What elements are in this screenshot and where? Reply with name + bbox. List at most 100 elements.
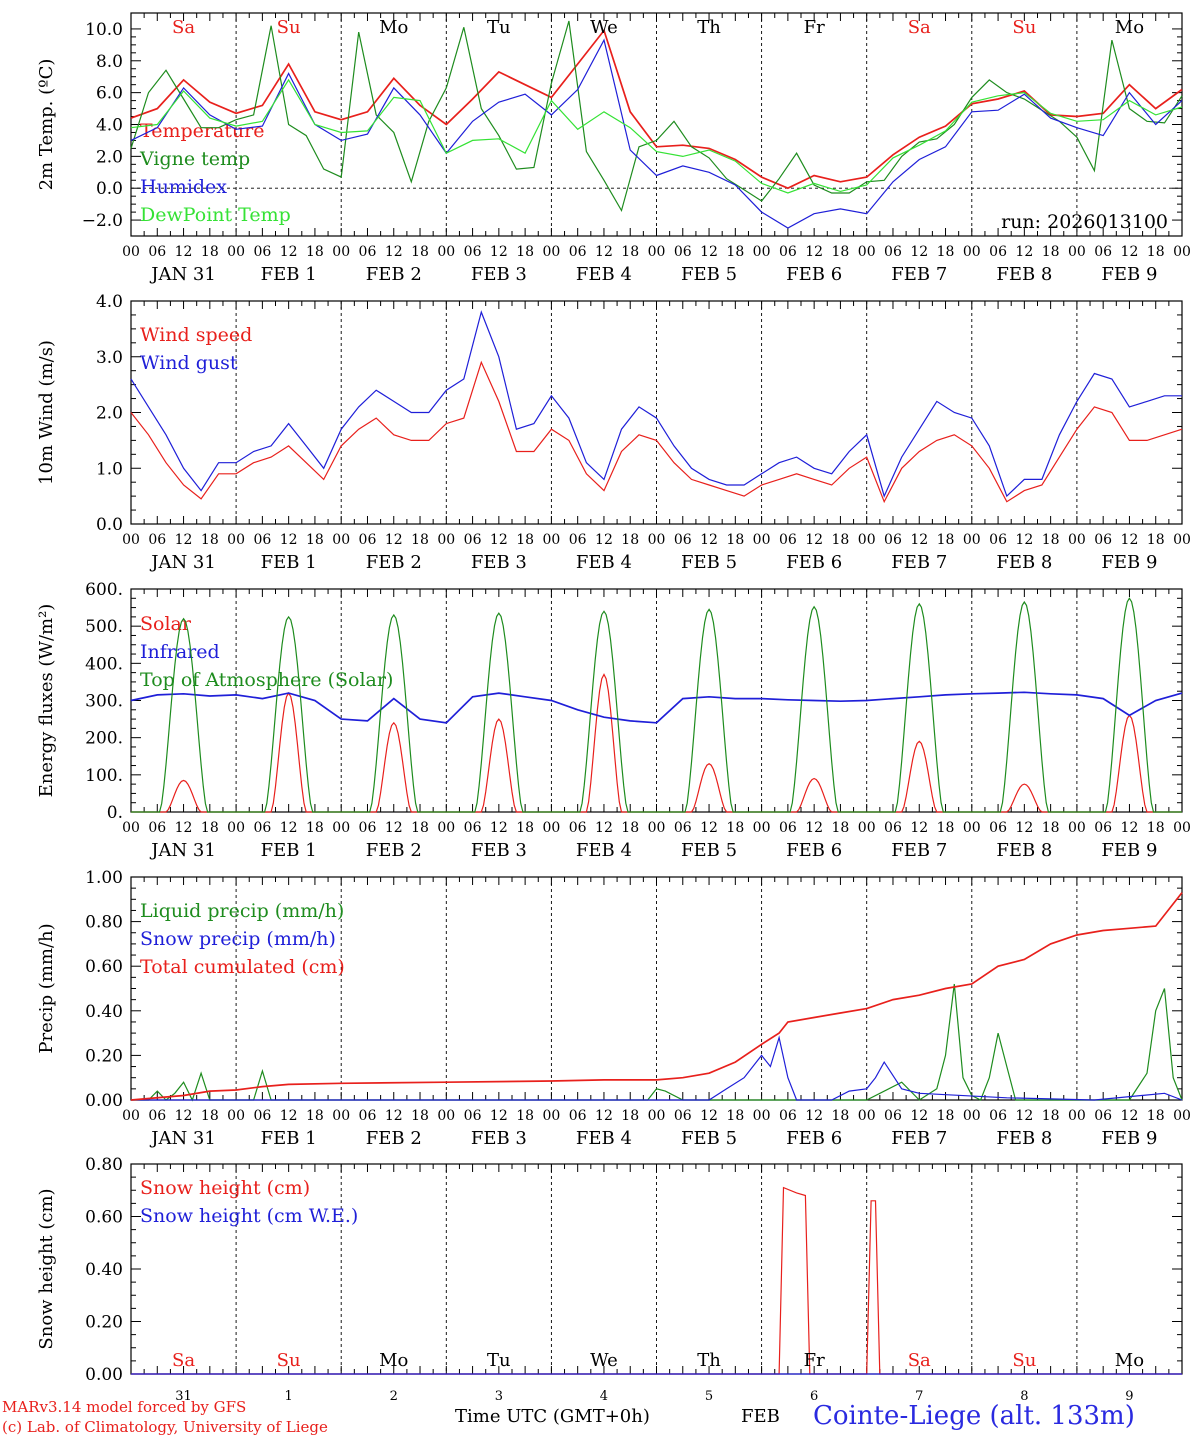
snow-day-name: Su [277, 1350, 301, 1371]
wind-hour-label: 00 [858, 532, 876, 548]
energy-date-label: FEB 4 [576, 840, 632, 861]
energy-hour-label: 00 [332, 820, 350, 836]
wind-date-label: FEB 9 [1101, 552, 1157, 573]
energy-ytick-label: 200. [85, 729, 123, 749]
temp-hour-label: 12 [490, 244, 508, 260]
wind-date-label: FEB 2 [366, 552, 422, 573]
precip-hour-label: 06 [989, 1108, 1007, 1124]
snow-ytick-label: 0.80 [85, 1155, 123, 1175]
energy-hour-label: 12 [595, 820, 613, 836]
temp-hour-label: 00 [542, 244, 560, 260]
temp-day-name: Fr [804, 17, 825, 38]
precip-hour-label: 00 [753, 1108, 771, 1124]
wind-hour-label: 06 [253, 532, 271, 548]
temp-ytick-label: 6.0 [96, 84, 123, 104]
energy-hour-label: 06 [253, 820, 271, 836]
wind-ylabel: 10m Wind (m/s) [36, 340, 57, 485]
energy-hour-label: 00 [753, 820, 771, 836]
energy-hour-label: 18 [411, 820, 429, 836]
temp-hour-label: 06 [779, 244, 797, 260]
precip-hour-label: 18 [621, 1108, 639, 1124]
snow-day-number: 9 [1125, 1389, 1133, 1404]
temp-hour-label: 06 [674, 244, 692, 260]
temp-hour-label: 06 [884, 244, 902, 260]
temp-legend-entry: Vigne temp [139, 148, 250, 170]
temp-hour-label: 18 [832, 244, 850, 260]
energy-hour-label: 00 [648, 820, 666, 836]
wind-hour-label: 18 [411, 532, 429, 548]
wind-date-label: JAN 31 [149, 552, 216, 573]
energy-hour-label: 12 [280, 820, 298, 836]
energy-hour-label: 18 [1147, 820, 1165, 836]
precip-legend-entry: Liquid precip (mm/h) [140, 900, 344, 922]
energy-hour-label: 00 [858, 820, 876, 836]
wind-hour-label: 00 [1068, 532, 1086, 548]
precip-date-label: FEB 6 [786, 1128, 842, 1149]
precip-hour-label: 00 [1068, 1108, 1086, 1124]
precip-hour-label: 12 [595, 1108, 613, 1124]
energy-hour-label: 06 [989, 820, 1007, 836]
wind-legend-entry: Wind speed [140, 324, 252, 346]
temp-hour-label: 18 [1147, 244, 1165, 260]
wind-hour-label: 18 [621, 532, 639, 548]
wind-hour-label: 18 [516, 532, 534, 548]
precip-hour-label: 12 [910, 1108, 928, 1124]
energy-hour-label: 06 [359, 820, 377, 836]
energy-date-label: JAN 31 [149, 840, 216, 861]
energy-ytick-label: 500. [85, 617, 123, 637]
precip-hour-label: 00 [227, 1108, 245, 1124]
wind-series-line [130, 310, 1182, 498]
precip-hour-label: 18 [516, 1108, 534, 1124]
wind-ytick-label: 0.0 [96, 515, 123, 535]
precip-hour-label: 06 [884, 1108, 902, 1124]
temp-day-name: Tu [487, 17, 511, 38]
wind-hour-label: 12 [280, 532, 298, 548]
precip-date-label: FEB 4 [576, 1128, 632, 1149]
wind-hour-label: 12 [1015, 532, 1033, 548]
snow-day-name: Mo [1115, 1350, 1144, 1371]
precip-hour-label: 18 [1042, 1108, 1060, 1124]
wind-hour-label: 12 [910, 532, 928, 548]
precip-hour-label: 12 [490, 1108, 508, 1124]
temp-hour-label: 00 [858, 244, 876, 260]
temp-hour-label: 12 [1121, 244, 1139, 260]
temp-date-label: FEB 4 [576, 264, 632, 285]
energy-ytick-label: 100. [85, 766, 123, 786]
wind-ytick-label: 3.0 [96, 348, 123, 368]
energy-ytick-label: 0. [107, 803, 123, 823]
wind-hour-label: 00 [963, 532, 981, 548]
temp-legend-entry: DewPoint Temp [140, 204, 291, 226]
wind-hour-label: 12 [700, 532, 718, 548]
wind-date-label: FEB 1 [261, 552, 317, 573]
wind-legend-entry: Wind gust [140, 352, 238, 374]
temp-day-name: Th [697, 17, 721, 38]
energy-hour-label: 00 [963, 820, 981, 836]
precip-hour-label: 06 [148, 1108, 166, 1124]
wind-hour-label: 12 [1121, 532, 1139, 548]
energy-hour-label: 06 [779, 820, 797, 836]
temp-hour-label: 12 [280, 244, 298, 260]
precip-ytick-label: 0.80 [85, 913, 123, 933]
temp-date-label: FEB 2 [366, 264, 422, 285]
temp-date-label: FEB 1 [261, 264, 317, 285]
snow-day-number: 31 [175, 1389, 192, 1404]
temp-hour-label: 18 [516, 244, 534, 260]
energy-ytick-label: 400. [85, 654, 123, 674]
wind-hour-label: 18 [726, 532, 744, 548]
footer-lab: (c) Lab. of Climatology, University of L… [2, 1418, 328, 1436]
temp-hour-label: 00 [332, 244, 350, 260]
wind-hour-label: 18 [1147, 532, 1165, 548]
precip-series-line [130, 892, 1183, 1101]
precip-hour-label: 18 [726, 1108, 744, 1124]
precip-hour-label: 18 [832, 1108, 850, 1124]
precip-hour-label: 12 [385, 1108, 403, 1124]
wind-hour-label: 18 [1042, 532, 1060, 548]
temp-hour-label: 18 [726, 244, 744, 260]
snow-ytick-label: 0.20 [85, 1313, 123, 1333]
snow-day-number: 4 [600, 1389, 608, 1404]
energy-hour-label: 12 [175, 820, 193, 836]
wind-hour-label: 18 [306, 532, 324, 548]
precip-hour-label: 06 [1094, 1108, 1112, 1124]
precip-hour-label: 18 [937, 1108, 955, 1124]
x-axis-label: Time UTC (GMT+0h) [455, 1406, 650, 1427]
